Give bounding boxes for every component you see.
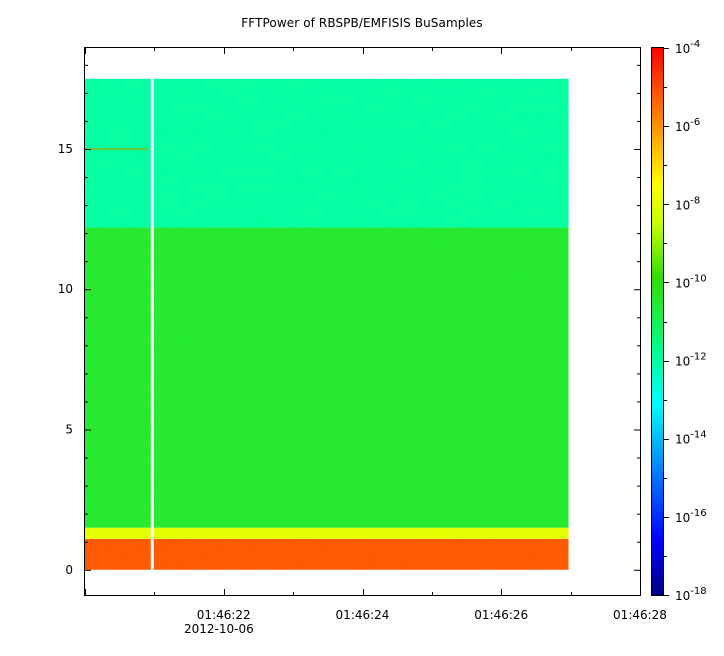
y-tick-label: 0 — [65, 563, 73, 577]
colorbar-tick-label: 10-8 — [675, 195, 700, 212]
colorbar — [651, 47, 664, 596]
x-tick-label: 01:46:28 — [613, 608, 667, 622]
colorbar-tick-label: 10-18 — [675, 586, 707, 603]
spectrogram-artifacts — [85, 78, 154, 570]
x-tick-label: 01:46:26 — [474, 608, 528, 622]
colorbar-tick-label: 10-12 — [675, 352, 707, 369]
data-gap — [150, 78, 154, 570]
x-tick-label: 01:46:22 — [197, 608, 251, 622]
colorbar-tick-label: 10-16 — [675, 508, 707, 525]
colorbar-axis: 10-4 10-6 10-8 10-10 10-12 10-14 10-16 10-18 — [664, 39, 707, 603]
y-tick-label: 5 — [65, 422, 73, 436]
x-axis: 01:46:22 01:46:24 01:46:26 01:46:28 — [85, 48, 667, 622]
colorbar-tick-label: 10-4 — [675, 39, 700, 56]
y-tick-label: 15 — [58, 142, 73, 156]
chart-title: FFTPower of RBSPB/EMFISIS BuSamples — [241, 16, 483, 30]
spectrogram-texture — [85, 78, 569, 570]
x-tick-label: 01:46:24 — [336, 608, 390, 622]
y-axis: 0 5 10 15 — [58, 64, 640, 577]
colorbar-tick-label: 10-10 — [675, 273, 707, 290]
x-axis-date-label: 2012-10-06 — [184, 622, 254, 636]
colorbar-tick-label: 10-6 — [675, 117, 700, 134]
y-tick-label: 10 — [58, 282, 73, 296]
colorbar-tick-label: 10-14 — [675, 430, 707, 447]
